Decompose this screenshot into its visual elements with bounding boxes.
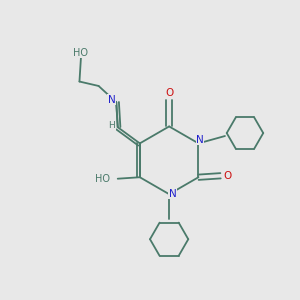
Text: H: H [109, 121, 115, 130]
Text: N: N [169, 189, 176, 199]
Text: HO: HO [95, 174, 110, 184]
Text: HO: HO [74, 48, 88, 58]
Text: O: O [165, 88, 173, 98]
Text: O: O [223, 171, 231, 181]
Text: N: N [108, 95, 116, 105]
Text: N: N [196, 135, 204, 145]
